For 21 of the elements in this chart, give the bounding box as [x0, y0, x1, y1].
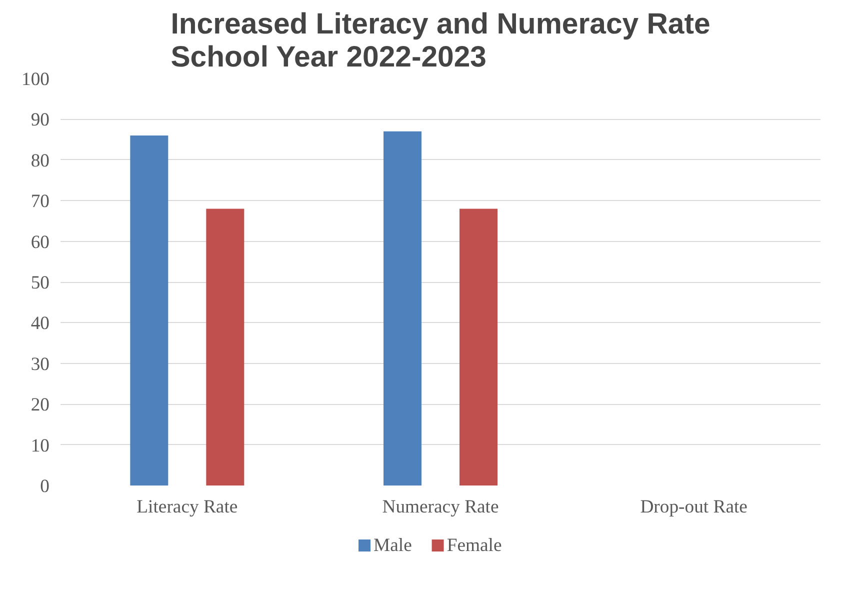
bar — [130, 135, 168, 486]
legend-label: Male — [374, 535, 412, 556]
y-tick-label: 40 — [30, 313, 50, 334]
y-tick-label: 50 — [30, 272, 50, 294]
chart-title: Increased Literacy and Numeracy Rate School Year 2022-2023 — [170, 8, 710, 74]
bar — [384, 131, 422, 486]
bar — [460, 208, 498, 486]
x-tick-label: Numeracy Rate — [382, 496, 499, 518]
y-tick-label: 30 — [30, 354, 50, 375]
y-tick-label: 100 — [22, 69, 50, 90]
x-tick-label: Literacy Rate — [136, 496, 238, 518]
bar — [206, 208, 244, 486]
y-tick-label: 90 — [30, 110, 50, 131]
y-tick-label: 10 — [30, 435, 50, 456]
y-tick-label: 60 — [30, 232, 50, 253]
y-tick-label: 20 — [30, 394, 50, 416]
x-tick-label: Drop-out Rate — [640, 496, 748, 518]
y-tick-label: 0 — [40, 476, 50, 497]
legend-label: Female — [446, 535, 502, 556]
y-tick-label: 70 — [30, 191, 50, 212]
y-tick-label: 80 — [30, 150, 50, 172]
